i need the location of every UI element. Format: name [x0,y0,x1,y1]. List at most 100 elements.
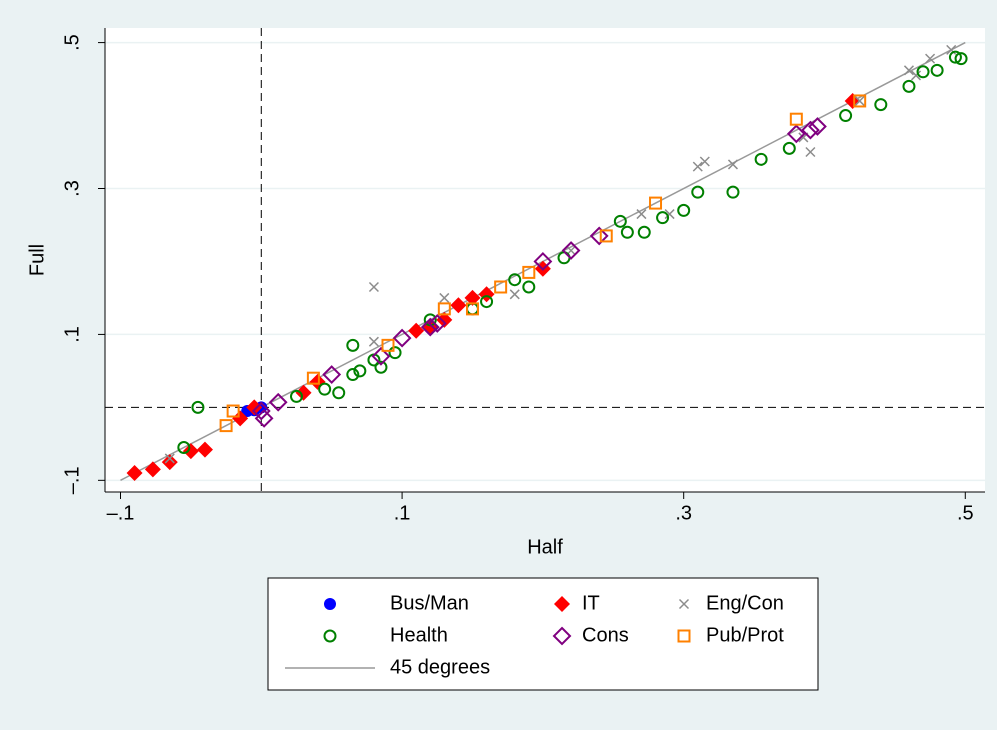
point [408,322,425,339]
x-tick-label: .3 [675,502,692,524]
point [874,98,888,112]
point [664,209,675,220]
legend-label: Eng/Con [706,592,784,614]
legend-label: Health [390,624,448,646]
y-tick-label: .5 [61,34,83,51]
point [353,364,367,378]
point [508,273,522,287]
point [599,229,613,243]
point [808,117,827,136]
point [699,156,710,167]
legend-symbol [323,629,337,643]
point [226,404,240,418]
point [509,289,520,300]
point [232,410,249,427]
point [494,280,508,294]
point [649,196,663,210]
point [522,265,536,279]
point [789,112,803,126]
point [268,392,288,412]
point [692,161,703,172]
legend-label: IT [582,592,600,614]
point [196,441,213,458]
point [533,252,553,271]
x-tick-label: .5 [957,502,974,524]
point [392,328,412,348]
point [726,185,740,199]
point [561,241,581,260]
point [346,368,360,382]
legend-symbol [678,598,690,610]
point [522,280,536,294]
point [289,389,303,403]
point [910,70,922,81]
point [161,454,178,471]
point [368,281,379,293]
point [800,120,820,140]
point [450,297,467,314]
point [164,453,175,464]
point [246,399,263,416]
legend-symbol [324,598,336,610]
point [589,226,609,246]
point [465,302,479,316]
point [636,209,647,220]
point [368,336,379,347]
point [946,44,957,55]
point [251,401,271,421]
point [954,52,968,66]
point [805,146,816,158]
point [727,159,738,170]
legend-label: Pub/Prot [706,624,784,646]
legend-label: 45 degrees [390,656,490,678]
point [346,338,360,352]
point [839,109,853,123]
point [925,53,936,64]
point [295,384,312,401]
point [182,443,199,460]
y-tick-label: .1 [61,326,83,343]
point [309,373,326,390]
point [437,302,451,316]
point [318,382,332,396]
legend-symbol [552,626,572,646]
point [903,65,914,76]
point [930,63,944,77]
point [754,152,768,166]
point [902,79,916,93]
legend-label: Bus/Man [390,592,469,614]
point [613,214,627,228]
point [332,386,346,400]
legend [267,577,819,691]
point [916,65,930,79]
point [480,295,494,309]
point [620,225,634,239]
y-axis-label: Full [26,244,48,276]
point [853,94,867,108]
legend-symbol [554,596,570,612]
point [388,346,402,360]
point [381,338,395,352]
point [427,314,447,333]
point [656,211,670,225]
point [691,185,705,199]
point [436,311,453,328]
point [322,365,342,384]
y-tick-label: –.1 [61,466,83,494]
x-tick-label: –.1 [107,502,135,524]
point [144,461,161,478]
point [254,408,274,428]
point [177,440,191,454]
point [374,360,388,374]
point [637,225,651,239]
y-tick-label: .3 [61,180,83,197]
point [219,419,233,433]
legend-symbol [677,629,691,643]
x-tick-label: .1 [394,502,411,524]
point [948,50,962,64]
point [191,400,205,414]
legend-label: Cons [582,624,629,646]
point [786,124,806,144]
point [464,289,481,306]
